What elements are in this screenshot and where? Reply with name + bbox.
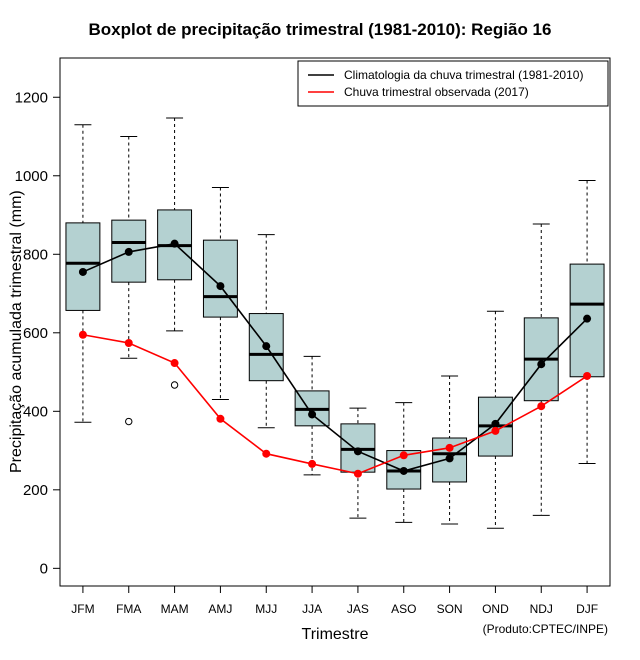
x-tick-label: JAS: [347, 602, 369, 616]
y-axis-label: Precipitação acumulada trimestral (mm): [8, 190, 25, 473]
y-tick-label: 1200: [15, 89, 48, 106]
observed-point: [491, 426, 500, 435]
climatology-point: [445, 454, 454, 463]
climatology-point: [170, 239, 179, 248]
observed-point: [308, 459, 317, 468]
legend-label: Climatologia da chuva trimestral (1981-2…: [344, 68, 583, 82]
box-AMJ: [202, 239, 238, 318]
observed-point: [537, 402, 546, 411]
credit-text: (Produto:CPTEC/INPE): [482, 622, 608, 636]
observed-point: [583, 371, 592, 380]
x-tick-label: DJF: [576, 602, 598, 616]
x-tick-label: MAM: [161, 602, 189, 616]
x-tick-label: ASO: [391, 602, 416, 616]
y-tick-label: 1000: [15, 168, 48, 185]
outlier-point: [170, 381, 179, 389]
y-tick-label: 400: [23, 403, 48, 420]
climatology-point: [353, 447, 362, 456]
climatology-point: [308, 410, 317, 419]
climatology-point: [399, 466, 408, 475]
chart-title: Boxplot de precipitação trimestral (1981…: [88, 20, 552, 39]
x-tick-label: OND: [482, 602, 509, 616]
observed-point: [216, 414, 225, 423]
climatology-point: [262, 342, 271, 351]
observed-point: [78, 330, 87, 339]
climatology-point: [491, 419, 500, 428]
y-tick-label: 800: [23, 246, 48, 263]
plot-frame: [59, 57, 611, 587]
observed-point: [170, 359, 179, 368]
climatology-point: [537, 360, 546, 369]
x-tick-label: JJA: [302, 602, 322, 616]
observed-point: [445, 443, 454, 452]
observed-point: [353, 469, 362, 478]
legend-label: Chuva trimestral observada (2017): [344, 85, 529, 99]
legend-box: [297, 60, 609, 107]
climatology-point: [124, 247, 133, 256]
outlier-point: [125, 417, 133, 426]
y-tick-label: 200: [23, 482, 48, 499]
climatology-point: [583, 314, 592, 323]
x-tick-label: AMJ: [208, 602, 232, 616]
y-tick-label: 600: [23, 325, 48, 342]
climatology-line: [82, 242, 588, 472]
y-tick-label: 0: [40, 560, 48, 577]
observed-point: [124, 339, 133, 348]
x-tick-label: MJJ: [255, 602, 277, 616]
x-tick-label: NDJ: [530, 602, 553, 616]
observed-line: [82, 333, 588, 475]
x-tick-label: SON: [437, 602, 463, 616]
climatology-point: [78, 267, 87, 276]
x-tick-label: JFM: [71, 602, 94, 616]
x-tick-label: FMA: [116, 602, 141, 616]
observed-point: [399, 451, 408, 460]
x-axis-label: Trimestre: [301, 626, 369, 643]
observed-point: [262, 449, 271, 458]
climatology-point: [216, 282, 225, 291]
